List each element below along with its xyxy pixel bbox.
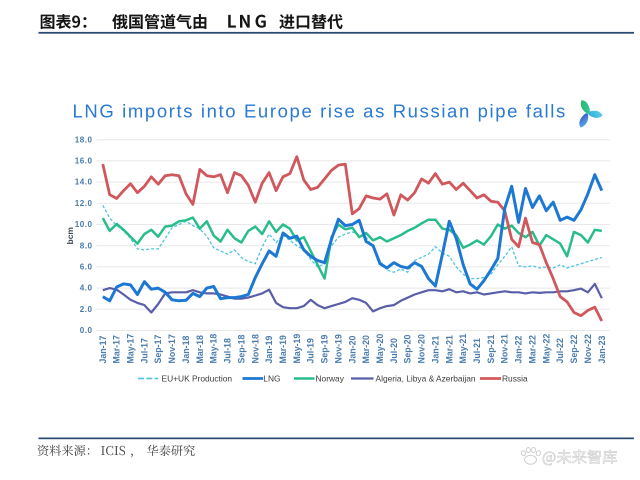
svg-text:Mar-22: Mar-22 (528, 335, 538, 363)
svg-text:May-20: May-20 (375, 334, 385, 364)
svg-text:Nov-21: Nov-21 (500, 334, 510, 363)
svg-text:Jan-17: Jan-17 (98, 336, 108, 364)
svg-text:16.0: 16.0 (75, 157, 93, 166)
svg-text:May-21: May-21 (458, 334, 468, 364)
svg-text:Russia: Russia (502, 374, 528, 384)
svg-text:May-22: May-22 (541, 334, 551, 364)
svg-text:Sep-19: Sep-19 (320, 335, 330, 364)
svg-text:Nov-19: Nov-19 (333, 334, 343, 363)
svg-text:Jul-17: Jul-17 (139, 338, 149, 364)
svg-text:Mar-21: Mar-21 (444, 335, 454, 363)
svg-text:8.0: 8.0 (80, 241, 93, 250)
svg-text:Sep-17: Sep-17 (153, 335, 163, 364)
svg-text:Sep-21: Sep-21 (486, 335, 496, 364)
svg-text:Mar-19: Mar-19 (278, 335, 288, 363)
svg-text:Mar-20: Mar-20 (361, 335, 371, 363)
svg-text:LNG imports into Europe rise a: LNG imports into Europe rise as Russian … (73, 101, 567, 122)
svg-text:18.0: 18.0 (75, 135, 93, 144)
svg-text:Sep-18: Sep-18 (236, 335, 246, 364)
svg-text:EU+UK Production: EU+UK Production (162, 374, 233, 384)
svg-text:Nov-20: Nov-20 (417, 334, 427, 363)
svg-text:6.0: 6.0 (80, 263, 93, 272)
svg-text:May-18: May-18 (209, 334, 219, 364)
svg-text:Jul-19: Jul-19 (306, 338, 316, 364)
svg-text:LNG: LNG (263, 374, 280, 384)
svg-text:Jul-22: Jul-22 (555, 338, 565, 364)
svg-text:Jan-23: Jan-23 (597, 336, 607, 364)
svg-text:Norway: Norway (316, 374, 345, 384)
svg-text:bcm: bcm (65, 227, 75, 245)
svg-text:Sep-20: Sep-20 (403, 335, 413, 364)
svg-text:4.0: 4.0 (80, 284, 93, 293)
svg-text:Nov-17: Nov-17 (167, 334, 177, 363)
svg-text:12.0: 12.0 (75, 199, 93, 208)
svg-text:Jul-20: Jul-20 (389, 338, 399, 364)
svg-text:Nov-22: Nov-22 (583, 334, 593, 363)
svg-text:Jul-18: Jul-18 (223, 338, 233, 364)
svg-text:Sep-22: Sep-22 (569, 335, 579, 364)
svg-text:May-19: May-19 (292, 334, 302, 364)
svg-text:2.0: 2.0 (80, 305, 93, 314)
svg-text:14.0: 14.0 (75, 178, 93, 187)
svg-text:Nov-18: Nov-18 (250, 334, 260, 363)
svg-text:Jan-22: Jan-22 (514, 336, 524, 364)
svg-text:Algeria, Libya & Azerbaijan: Algeria, Libya & Azerbaijan (376, 374, 476, 384)
svg-text:Jan-18: Jan-18 (181, 336, 191, 364)
svg-text:Jan-20: Jan-20 (347, 336, 357, 364)
svg-text:10.0: 10.0 (75, 220, 93, 229)
svg-text:Jan-21: Jan-21 (430, 336, 440, 364)
svg-text:Jan-19: Jan-19 (264, 336, 274, 364)
svg-text:Jul-21: Jul-21 (472, 338, 482, 364)
svg-text:Mar-17: Mar-17 (112, 335, 122, 363)
svg-text:May-17: May-17 (126, 334, 136, 364)
svg-text:0.0: 0.0 (80, 326, 93, 335)
svg-text:Mar-18: Mar-18 (195, 335, 205, 363)
